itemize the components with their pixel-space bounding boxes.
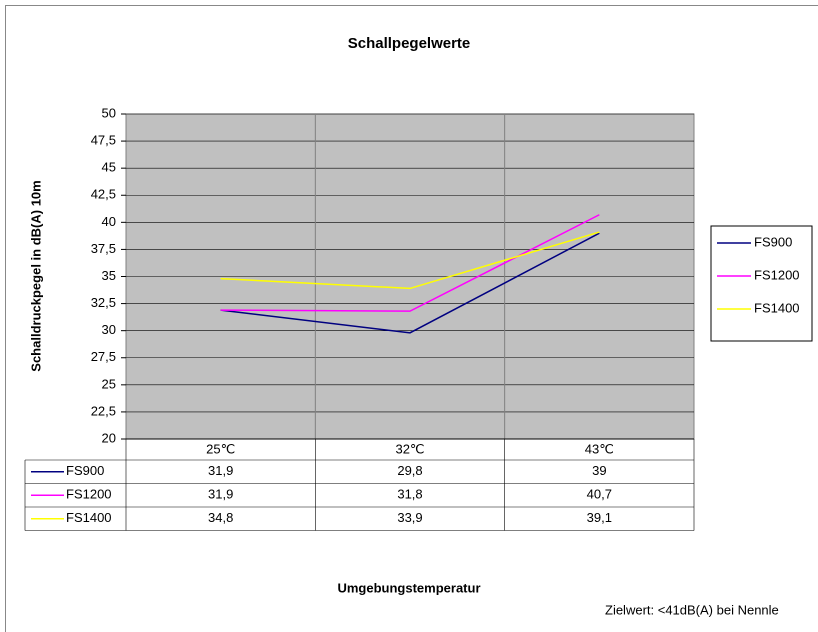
- legend-label: FS900: [754, 234, 792, 249]
- table-value: 40,7: [587, 487, 612, 502]
- table-value: 31,9: [208, 463, 233, 478]
- series-line: [220, 231, 600, 290]
- table-value: 34,8: [208, 510, 233, 525]
- table-value: 29,8: [397, 463, 422, 478]
- y-tick-label: 37,5: [91, 241, 116, 256]
- y-tick-label: 35: [102, 268, 116, 283]
- y-tick-label: 50: [102, 105, 116, 120]
- legend-label: FS1400: [754, 300, 800, 315]
- y-tick-label: 32,5: [91, 295, 116, 310]
- series-line: [220, 232, 600, 334]
- table-value: 39,1: [587, 510, 612, 525]
- legend-box: [710, 225, 813, 342]
- table-value: 31,9: [208, 487, 233, 502]
- x-axis-label: Umgebungstemperatur: [337, 580, 480, 595]
- x-tick-label: 32℃: [395, 441, 424, 456]
- y-tick-label: 20: [102, 430, 116, 445]
- y-tick-label: 30: [102, 322, 116, 337]
- x-tick-label: 43℃: [585, 441, 614, 456]
- y-tick-label: 47,5: [91, 133, 116, 148]
- table-series-name: FS1400: [66, 510, 112, 525]
- y-tick-label: 25: [102, 376, 116, 391]
- y-tick-label: 22,5: [91, 403, 116, 418]
- table-series-name: FS1200: [66, 487, 112, 502]
- y-tick-label: 40: [102, 214, 116, 229]
- y-tick-label: 42,5: [91, 187, 116, 202]
- table-value: 39: [592, 463, 606, 478]
- y-tick-label: 45: [102, 160, 116, 175]
- table-series-name: FS900: [66, 463, 104, 478]
- legend-label: FS1200: [754, 267, 800, 282]
- series-line: [220, 214, 600, 312]
- annotation: Zielwert: <41dB(A) bei Nennle: [605, 602, 779, 617]
- y-tick-label: 27,5: [91, 349, 116, 364]
- chart-title: Schallpegelwerte: [348, 35, 471, 52]
- table-value: 33,9: [397, 510, 422, 525]
- y-axis-label: Schalldruckpegel in dB(A) 10m: [28, 180, 43, 371]
- table-value: 31,8: [397, 487, 422, 502]
- x-tick-label: 25℃: [206, 441, 235, 456]
